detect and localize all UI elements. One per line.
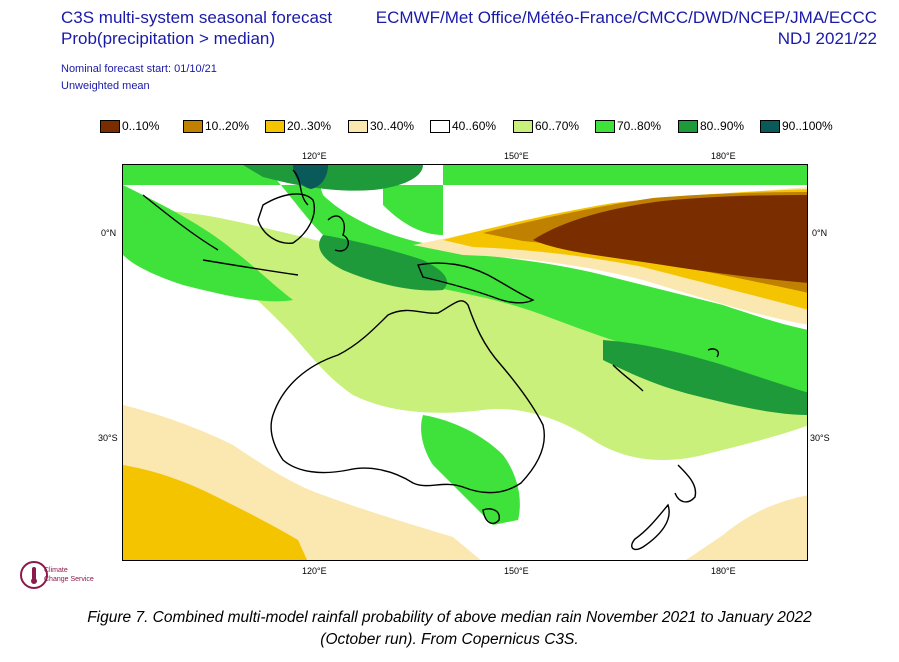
lon-tick-top: 120°E bbox=[302, 151, 327, 161]
region-80-90-north bbox=[243, 165, 423, 191]
legend-swatch bbox=[100, 120, 120, 133]
region-90-100 bbox=[293, 165, 328, 189]
coast-australia bbox=[270, 300, 545, 494]
lon-tick-bottom: 120°E bbox=[302, 566, 327, 576]
region-80-90-spcz bbox=[603, 340, 807, 415]
thermometer-icon bbox=[32, 567, 36, 580]
coast-sumatra-java bbox=[142, 194, 299, 276]
coastlines bbox=[142, 169, 719, 551]
lon-tick-top: 180°E bbox=[711, 151, 736, 161]
coast-philippines bbox=[292, 169, 309, 206]
lon-tick-bottom: 150°E bbox=[504, 566, 529, 576]
legend-label: 40..60% bbox=[452, 119, 497, 133]
legend-swatch bbox=[760, 120, 780, 133]
lon-tick-bottom: 180°E bbox=[711, 566, 736, 576]
region-0-10-pacific bbox=[533, 195, 807, 283]
lat-tick-right: 30°S bbox=[810, 433, 830, 443]
legend-label: 60..70% bbox=[535, 119, 580, 133]
probability-map bbox=[122, 164, 808, 561]
region-60-70 bbox=[123, 205, 807, 460]
coast-new-zealand-north bbox=[674, 464, 697, 503]
logo-text: Change Service bbox=[44, 576, 94, 583]
legend-label: 30..40% bbox=[370, 119, 415, 133]
figure-caption: Figure 7. Combined multi-model rainfall … bbox=[0, 607, 899, 651]
forecast-period-text: NDJ 2021/22 bbox=[777, 29, 877, 48]
legend-label: 70..80% bbox=[617, 119, 662, 133]
map-canvas bbox=[123, 165, 807, 560]
lat-tick-left: 0°N bbox=[101, 228, 117, 238]
region-70-80-australia-east bbox=[421, 415, 520, 525]
legend-swatch bbox=[678, 120, 698, 133]
thermometer-bulb-icon bbox=[31, 578, 37, 584]
legend-label: 80..90% bbox=[700, 119, 745, 133]
coast-new-guinea bbox=[417, 262, 535, 304]
legend-label: 90..100% bbox=[782, 119, 833, 133]
climate-service-logo bbox=[20, 561, 48, 589]
forecast-centres-text: ECMWF/Met Office/Météo-France/CMCC/DWD/N… bbox=[375, 8, 877, 27]
coast-sulawesi bbox=[327, 215, 349, 252]
caption-line: Figure 7. Combined multi-model rainfall … bbox=[87, 609, 812, 626]
region-70-80 bbox=[123, 165, 807, 395]
mean-type-text: Unweighted mean bbox=[61, 80, 150, 92]
legend-label: 20..30% bbox=[287, 119, 332, 133]
legend-label: 0..10% bbox=[122, 119, 160, 133]
legend-swatch bbox=[430, 120, 450, 133]
caption-line: (October run). From Copernicus C3S. bbox=[320, 631, 579, 648]
coast-fiji bbox=[707, 348, 719, 358]
legend-swatch bbox=[183, 120, 203, 133]
coast-new-zealand-south bbox=[631, 503, 670, 551]
coast-borneo bbox=[257, 193, 315, 244]
lat-tick-right: 0°N bbox=[812, 228, 828, 238]
region-80-90-equatorial bbox=[319, 235, 447, 291]
lat-tick-left: 30°S bbox=[98, 433, 118, 443]
map-subtitle: Prob(precipitation > median) bbox=[61, 29, 276, 48]
logo-text: Climate bbox=[44, 567, 68, 574]
legend-swatch bbox=[348, 120, 368, 133]
forecast-start-text: Nominal forecast start: 01/10/21 bbox=[61, 63, 217, 75]
logo-ring-icon bbox=[20, 561, 48, 589]
region-20-30-southwest bbox=[123, 465, 308, 560]
legend-label: 10..20% bbox=[205, 119, 250, 133]
lon-tick-top: 150°E bbox=[504, 151, 529, 161]
legend-swatch bbox=[595, 120, 615, 133]
region-30-40-tasman bbox=[685, 495, 807, 560]
map-title: C3S multi-system seasonal forecast bbox=[61, 8, 333, 27]
coast-new-caledonia bbox=[612, 364, 644, 392]
legend-swatch bbox=[265, 120, 285, 133]
legend-swatch bbox=[513, 120, 533, 133]
coast-tasmania bbox=[482, 508, 500, 525]
